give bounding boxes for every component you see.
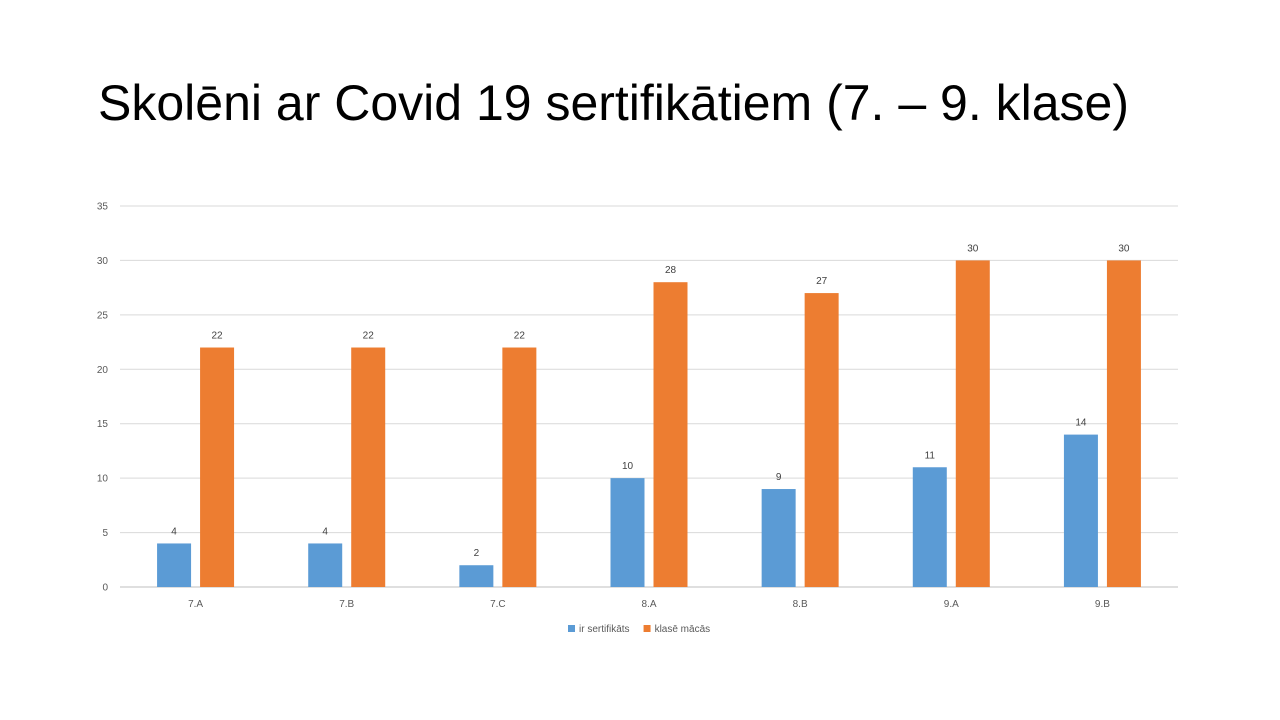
y-tick-label: 35	[97, 202, 109, 213]
bar	[653, 282, 688, 587]
x-tick-label: 7.C	[490, 599, 506, 610]
x-tick-label: 9.A	[944, 599, 959, 610]
y-tick-label: 20	[97, 365, 109, 376]
data-label: 28	[665, 265, 677, 276]
data-label: 22	[212, 331, 224, 342]
legend-swatch	[568, 625, 575, 632]
y-tick-label: 5	[102, 528, 108, 539]
x-axis-tick-labels: 7.A 7.B 7.C 8.A 8.B 9.A 9.B	[188, 599, 1110, 610]
y-tick-label: 10	[97, 474, 109, 485]
bar	[610, 478, 645, 587]
bar	[200, 347, 235, 587]
bar	[308, 543, 343, 587]
data-label: 27	[816, 276, 828, 287]
bar	[157, 543, 192, 587]
data-label: 10	[622, 461, 634, 472]
bar	[1106, 260, 1141, 587]
data-label: 22	[514, 331, 526, 342]
legend-label: ir sertifikāts	[579, 624, 630, 635]
y-tick-label: 25	[97, 310, 109, 321]
y-axis-tick-labels: 0 5 10 15 20 25 30 35	[97, 202, 109, 594]
legend-swatch	[643, 625, 651, 632]
bar	[502, 347, 537, 587]
x-tick-label: 7.A	[188, 599, 203, 610]
y-tick-label: 30	[97, 256, 109, 267]
bar	[955, 260, 990, 587]
bar	[804, 293, 839, 587]
x-tick-label: 7.B	[339, 599, 354, 610]
data-label: 30	[967, 243, 979, 254]
legend-label: klasē mācās	[655, 624, 711, 635]
x-tick-label: 9.B	[1095, 599, 1110, 610]
data-label: 11	[925, 450, 936, 461]
y-tick-label: 0	[102, 583, 108, 594]
slide-title: Skolēni ar Covid 19 sertifikātiem (7. – …	[98, 75, 1129, 131]
legend: ir sertifikāts klasē mācās	[568, 624, 710, 635]
data-label: 4	[322, 526, 328, 537]
bars	[157, 260, 1141, 587]
bar	[912, 467, 947, 587]
bar	[1063, 434, 1098, 587]
bar	[459, 565, 494, 587]
data-label: 2	[474, 548, 480, 559]
bar	[351, 347, 386, 587]
data-label: 14	[1075, 418, 1087, 429]
data-label: 4	[171, 526, 177, 537]
y-tick-label: 15	[97, 419, 109, 430]
data-label: 9	[776, 472, 782, 483]
data-label: 30	[1118, 243, 1130, 254]
bar	[761, 489, 796, 587]
x-tick-label: 8.B	[793, 599, 808, 610]
data-label: 22	[363, 331, 375, 342]
x-tick-label: 8.A	[641, 599, 656, 610]
gridlines	[120, 205, 1178, 588]
